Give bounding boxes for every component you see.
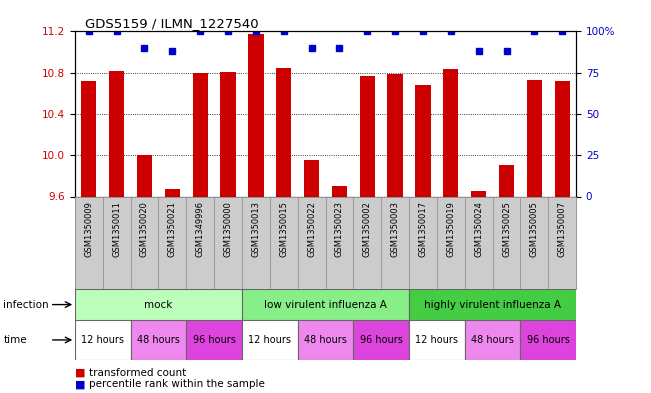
Bar [221, 72, 236, 196]
Text: GSM1350009: GSM1350009 [84, 201, 93, 257]
Bar [387, 74, 403, 196]
Bar [359, 76, 375, 196]
Bar [527, 80, 542, 196]
Text: GSM1350017: GSM1350017 [419, 201, 428, 257]
Bar [81, 81, 96, 196]
Text: GSM1350011: GSM1350011 [112, 201, 121, 257]
Text: 12 hours: 12 hours [415, 335, 458, 345]
Text: GSM1350013: GSM1350013 [251, 201, 260, 257]
Text: GSM1350023: GSM1350023 [335, 201, 344, 257]
Bar [276, 68, 292, 196]
Text: GSM1350021: GSM1350021 [168, 201, 177, 257]
Text: GDS5159 / ILMN_1227540: GDS5159 / ILMN_1227540 [85, 17, 258, 30]
Text: 48 hours: 48 hours [137, 335, 180, 345]
Bar [304, 160, 319, 196]
Bar [248, 33, 264, 196]
Text: GSM1350000: GSM1350000 [223, 201, 232, 257]
Bar [75, 289, 242, 320]
Bar [443, 68, 458, 196]
Text: infection: infection [3, 299, 49, 310]
Bar [193, 73, 208, 196]
Text: GSM1350022: GSM1350022 [307, 201, 316, 257]
Bar [499, 165, 514, 196]
Text: 48 hours: 48 hours [471, 335, 514, 345]
Text: GSM1350024: GSM1350024 [474, 201, 483, 257]
Bar [409, 289, 576, 320]
Text: GSM1350020: GSM1350020 [140, 201, 149, 257]
Bar [415, 85, 430, 196]
Text: GSM1350002: GSM1350002 [363, 201, 372, 257]
Text: GSM1350007: GSM1350007 [558, 201, 567, 257]
Bar [332, 186, 347, 196]
Text: mock: mock [145, 299, 173, 310]
Text: GSM1350019: GSM1350019 [447, 201, 455, 257]
Bar [75, 320, 131, 360]
Bar [555, 81, 570, 196]
Bar [520, 320, 576, 360]
Text: 96 hours: 96 hours [193, 335, 236, 345]
Text: 12 hours: 12 hours [248, 335, 291, 345]
Text: low virulent influenza A: low virulent influenza A [264, 299, 387, 310]
Text: 96 hours: 96 hours [360, 335, 402, 345]
Bar [186, 320, 242, 360]
Text: transformed count: transformed count [89, 367, 186, 378]
Text: 48 hours: 48 hours [304, 335, 347, 345]
Text: time: time [3, 335, 27, 345]
Text: ■: ■ [75, 379, 85, 389]
Bar [165, 189, 180, 196]
Bar [109, 71, 124, 196]
Text: GSM1350025: GSM1350025 [502, 201, 511, 257]
Bar [465, 320, 520, 360]
Text: GSM1349996: GSM1349996 [196, 201, 204, 257]
Text: 96 hours: 96 hours [527, 335, 570, 345]
Bar [131, 320, 186, 360]
Bar [409, 320, 465, 360]
Text: percentile rank within the sample: percentile rank within the sample [89, 379, 265, 389]
Bar [242, 320, 298, 360]
Text: GSM1350015: GSM1350015 [279, 201, 288, 257]
Text: GSM1350003: GSM1350003 [391, 201, 400, 257]
Bar [298, 320, 353, 360]
Text: 12 hours: 12 hours [81, 335, 124, 345]
Bar [471, 191, 486, 196]
Text: ■: ■ [75, 367, 85, 378]
Text: highly virulent influenza A: highly virulent influenza A [424, 299, 561, 310]
Bar [242, 289, 409, 320]
Bar [353, 320, 409, 360]
Text: GSM1350005: GSM1350005 [530, 201, 539, 257]
Bar [137, 155, 152, 196]
